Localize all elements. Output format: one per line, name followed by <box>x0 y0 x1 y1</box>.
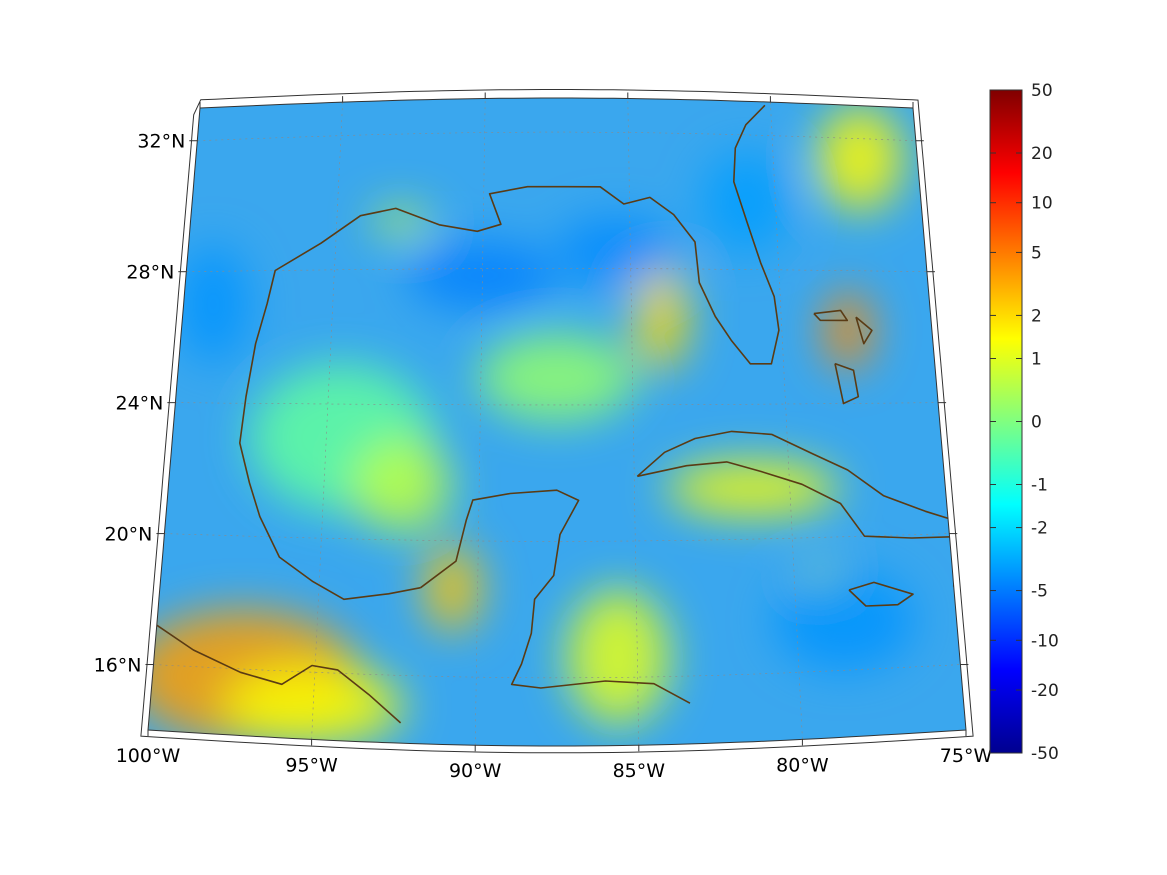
lat-tick-label: 24°N <box>116 393 164 415</box>
lon-tick-label: 80°W <box>776 754 829 776</box>
field-blob <box>665 461 840 516</box>
colorbar-tick-label: -1 <box>1031 476 1048 496</box>
lat-tick-label: 28°N <box>126 262 174 284</box>
colorbar-tick-label: 5 <box>1031 243 1042 263</box>
coastline-segment <box>420 489 691 704</box>
field-blob <box>351 438 452 534</box>
latitude-labels: 32°N 28°N 24°N 20°N 16°N <box>94 131 186 677</box>
map-frame-outer <box>140 89 974 754</box>
lon-tick-label: 95°W <box>285 754 338 776</box>
colorbar-tick-label: 10 <box>1031 194 1053 214</box>
field-blob <box>556 217 675 286</box>
colorbar-tick-label: 1 <box>1031 350 1042 370</box>
field-blob <box>423 544 481 633</box>
coastline-segment <box>834 362 860 405</box>
lon-tick-label: 85°W <box>613 760 666 782</box>
frame-ticks <box>145 92 969 752</box>
longitude-labels: 100°W 95°W 90°W 85°W 80°W 75°W <box>116 745 993 782</box>
parallel-line <box>175 402 939 406</box>
field-layer <box>148 105 915 746</box>
lon-tick-label: 75°W <box>940 745 993 767</box>
field-blob <box>177 245 250 364</box>
colorbar-tick-label: -50 <box>1031 744 1059 764</box>
lat-tick-label: 16°N <box>94 655 142 677</box>
field-blob <box>702 151 791 253</box>
colorbar-tick-label: -2 <box>1031 519 1048 539</box>
lat-tick-label: 32°N <box>137 131 185 153</box>
colorbar-tick-label: 50 <box>1031 81 1053 101</box>
field-blob <box>371 208 431 236</box>
coastline-segment <box>848 581 914 607</box>
field-blob <box>774 570 915 671</box>
colorbar-tick-label: 2 <box>1031 306 1042 326</box>
field-blob <box>222 665 405 746</box>
colorbar-tick-label: -10 <box>1031 631 1059 651</box>
coastline-segment <box>156 624 402 724</box>
coastline-segment <box>239 104 780 601</box>
colorbar-tick-label: -5 <box>1031 582 1048 602</box>
meridian-line <box>770 102 803 740</box>
coastline-segment <box>855 316 873 345</box>
lat-tick-label: 20°N <box>105 524 153 546</box>
field-blob <box>634 262 689 371</box>
colorbar-tick-label: 20 <box>1031 144 1053 164</box>
field-blob <box>477 333 636 423</box>
meridian-line <box>311 102 343 740</box>
map-panel: 100°W 95°W 90°W 85°W 80°W 75°W 32°N 28°N 24°N 20… <box>94 89 993 782</box>
field-blob <box>816 105 903 212</box>
lon-tick-label: 100°W <box>116 745 181 767</box>
coastline-segment <box>813 309 849 322</box>
parallel-line <box>164 533 950 542</box>
map-background <box>148 98 966 746</box>
field-blob <box>823 290 872 371</box>
coastline-segment <box>636 430 966 539</box>
field-blob <box>566 588 670 726</box>
lon-tick-label: 90°W <box>449 760 502 782</box>
colorbar-tick-label: -20 <box>1031 681 1059 701</box>
parallel-line <box>153 664 961 679</box>
colorbar-tick-label: 0 <box>1031 413 1042 433</box>
